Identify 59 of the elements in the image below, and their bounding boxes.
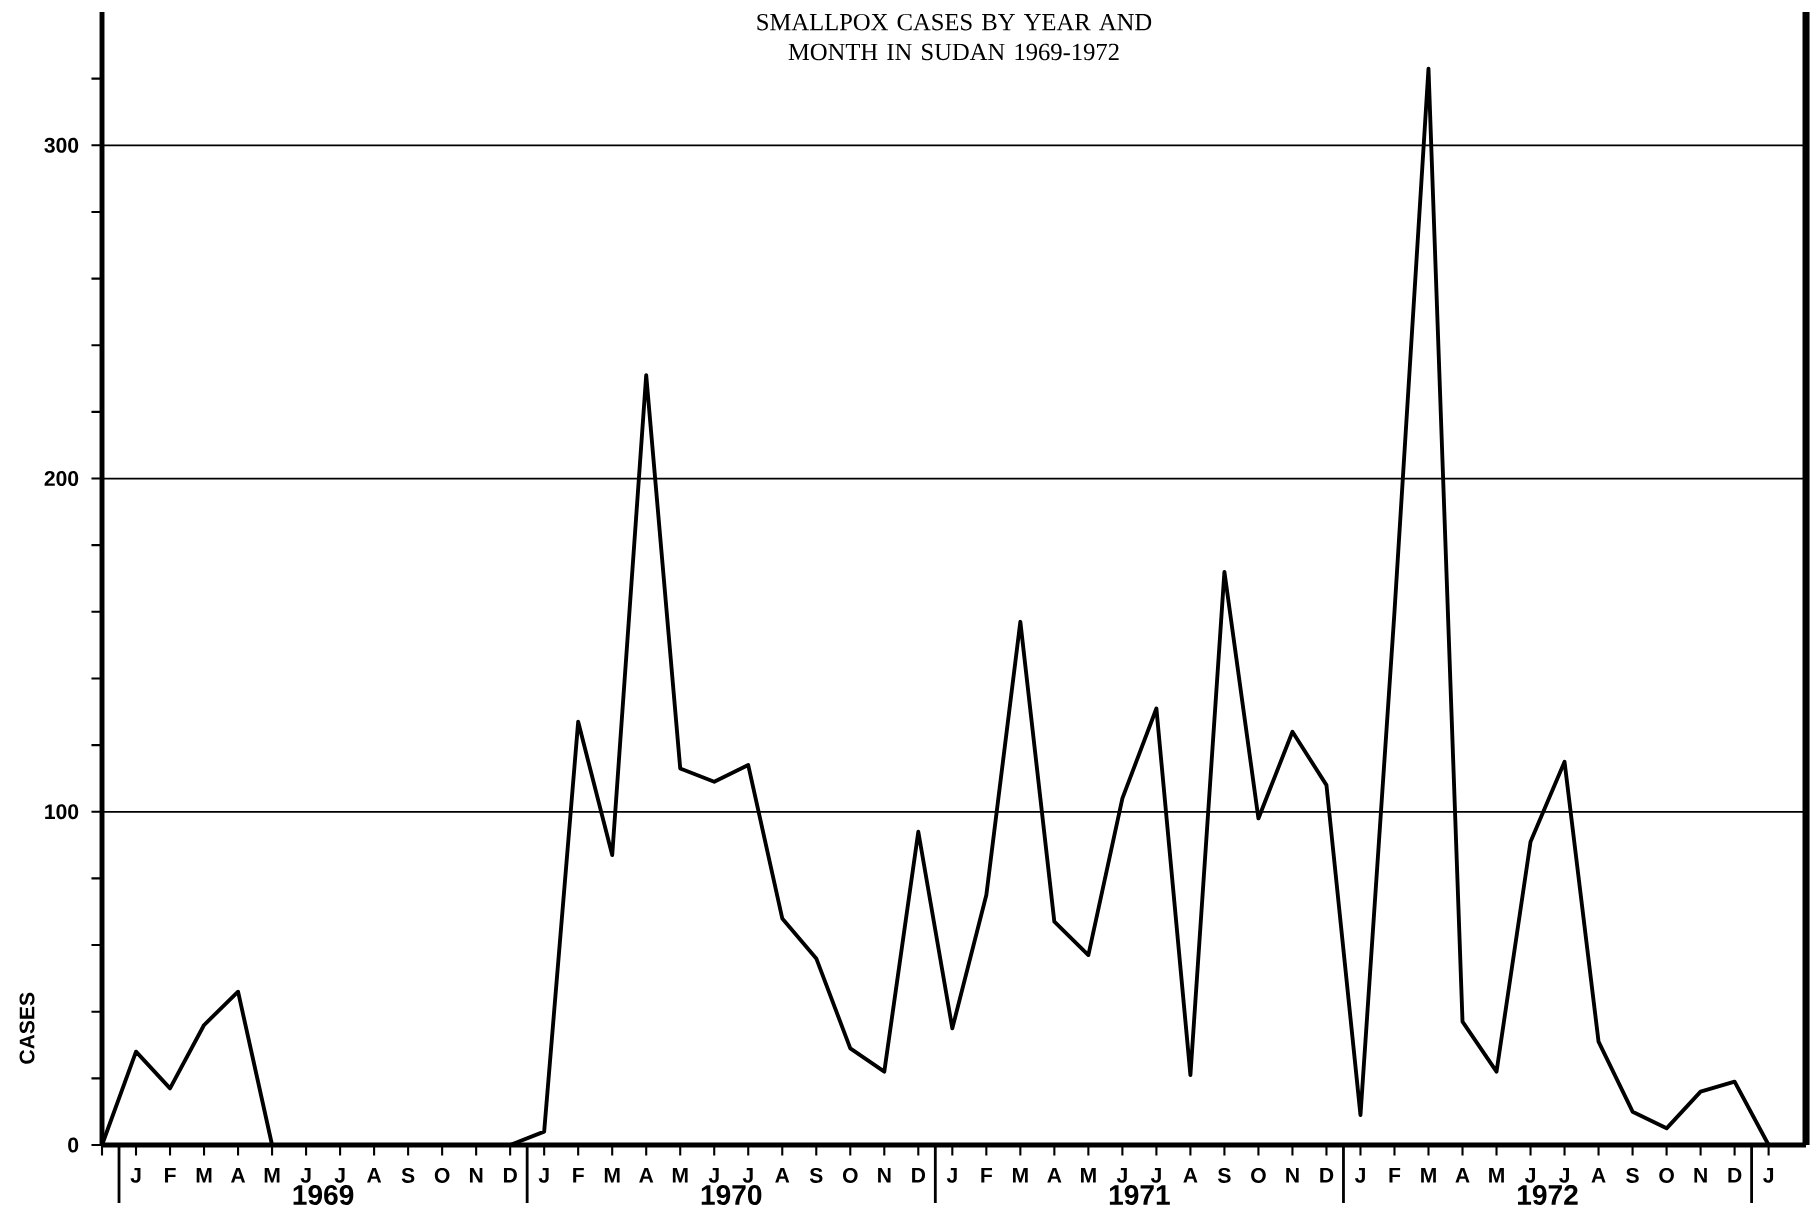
- x-tick-label: F: [1389, 1167, 1401, 1183]
- x-tick-label: M: [1489, 1167, 1504, 1183]
- x-tick-label: J: [1525, 1167, 1535, 1183]
- x-tick-label: M: [1421, 1167, 1436, 1183]
- x-tick-label: N: [469, 1167, 483, 1183]
- x-tick-label: A: [1455, 1167, 1470, 1183]
- x-tick-label: J: [538, 1167, 549, 1183]
- x-tick-label: J: [334, 1167, 345, 1183]
- x-tick-label: M: [196, 1167, 212, 1183]
- x-tick-label: D: [1320, 1167, 1334, 1183]
- x-tick-label: A: [1591, 1167, 1606, 1183]
- text: 1969: [293, 1185, 354, 1205]
- x-tick-label: S: [1217, 1167, 1231, 1183]
- x-tick-label: J: [946, 1167, 957, 1183]
- y-tick-label: 300: [44, 137, 79, 153]
- x-tick-label: F: [981, 1167, 993, 1183]
- x-tick-label: M: [672, 1167, 688, 1183]
- x-tick-label: F: [165, 1167, 176, 1183]
- x-tick-label: D: [912, 1167, 926, 1183]
- x-tick-label: J: [1559, 1167, 1569, 1183]
- x-tick-label: O: [434, 1167, 450, 1183]
- x-tick-label: A: [775, 1167, 790, 1183]
- x-tick-label: O: [1659, 1167, 1674, 1183]
- x-tick-label: J: [708, 1167, 719, 1183]
- x-tick-label: O: [1251, 1167, 1266, 1183]
- x-tick-label: O: [842, 1167, 858, 1183]
- x-tick-label: D: [1728, 1167, 1742, 1183]
- x-tick-label: S: [1626, 1167, 1639, 1183]
- x-tick-label: S: [809, 1167, 823, 1183]
- x-tick-label: J: [1763, 1167, 1774, 1183]
- x-tick-label: M: [264, 1167, 280, 1183]
- y-tick-label: 100: [45, 804, 79, 820]
- x-tick-label: M: [1081, 1167, 1096, 1183]
- x-tick-label: F: [573, 1167, 584, 1183]
- x-tick-label: J: [130, 1167, 141, 1183]
- x-tick-label: A: [1183, 1167, 1198, 1183]
- text: 1972: [1518, 1185, 1578, 1205]
- x-tick-label: A: [367, 1167, 382, 1183]
- x-tick-label: J: [742, 1167, 753, 1183]
- x-tick-label: A: [639, 1167, 654, 1183]
- text: 1971: [1109, 1185, 1170, 1205]
- x-tick-label: A: [1047, 1167, 1062, 1183]
- x-tick-label: S: [401, 1167, 415, 1183]
- x-tick-label: M: [1012, 1167, 1028, 1183]
- x-tick-label: J: [300, 1167, 311, 1183]
- x-tick-label: N: [878, 1167, 891, 1183]
- x-tick-label: D: [503, 1167, 517, 1183]
- x-tick-label: A: [230, 1167, 246, 1183]
- y-tick-label: 0: [68, 1137, 79, 1153]
- x-tick-label: N: [1694, 1167, 1707, 1183]
- x-tick-label: N: [1286, 1167, 1299, 1183]
- x-tick-label: J: [1354, 1167, 1365, 1183]
- x-tick-label: M: [604, 1167, 620, 1183]
- text: 1970: [701, 1185, 762, 1205]
- y-axis-title: CASES: [19, 992, 35, 1064]
- x-tick-label: J: [1150, 1167, 1161, 1183]
- text: SMALLPOX CASES BY YEAR AND MONTH IN SUDAN 1969-1972: [757, 13, 1152, 61]
- y-tick-label: 200: [44, 471, 79, 486]
- x-tick-label: J: [1116, 1167, 1127, 1183]
